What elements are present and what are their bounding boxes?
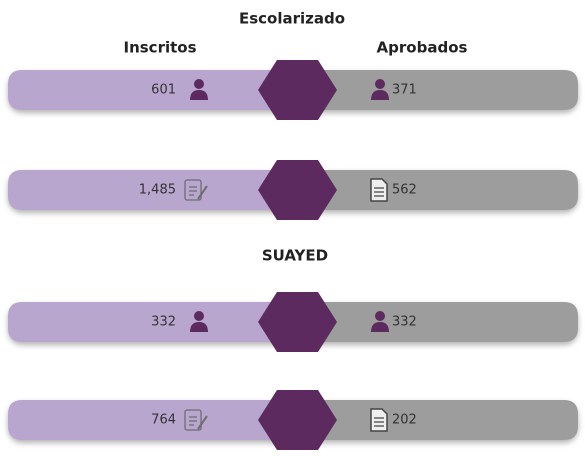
pencil-icon [197, 185, 208, 200]
document-lines [374, 187, 384, 197]
rows: 601 371 1,485 562 332 332 764 202 [8, 60, 578, 450]
hexagon [258, 390, 337, 450]
row: 601 371 [8, 60, 578, 120]
row: 1,485 562 [8, 160, 578, 220]
person-icon-head [194, 79, 204, 89]
document-icon [370, 408, 388, 432]
left-value: 764 [151, 413, 176, 428]
clipboard-lines [189, 416, 197, 426]
left-bar [8, 302, 300, 342]
person-icon-head [375, 79, 385, 89]
left-bar [8, 400, 300, 440]
hexagon [258, 60, 337, 120]
left-header: Inscritos [123, 39, 196, 57]
clipboard-icon [184, 179, 202, 201]
left-bar [8, 170, 300, 210]
left-value: 332 [151, 315, 176, 330]
hexagon [258, 160, 337, 220]
section-title: SUAYED [262, 247, 328, 265]
hexagon [258, 292, 337, 352]
person-icon-body [190, 322, 208, 332]
section-title: Escolarizado [239, 10, 345, 28]
right-value: 202 [392, 413, 417, 428]
right-bar [295, 170, 578, 210]
person-icon-body [371, 90, 389, 100]
right-bar [295, 400, 578, 440]
document-lines [374, 417, 384, 427]
clipboard-icon [184, 409, 202, 431]
right-bar [295, 302, 578, 342]
person-icon-head [194, 311, 204, 321]
person-icon-head [375, 311, 385, 321]
left-value: 601 [151, 83, 176, 98]
left-value: 1,485 [139, 183, 176, 198]
right-bar [295, 70, 578, 110]
right-value: 562 [392, 183, 417, 198]
clipboard-lines [189, 186, 197, 196]
document-icon [370, 178, 388, 202]
person-icon-body [190, 90, 208, 100]
right-value: 332 [392, 315, 417, 330]
row: 764 202 [8, 390, 578, 450]
row: 332 332 [8, 292, 578, 352]
left-bar [8, 70, 300, 110]
right-value: 371 [392, 83, 417, 98]
person-icon-body [371, 322, 389, 332]
pencil-icon [197, 415, 208, 430]
right-header: Aprobados [377, 39, 468, 57]
